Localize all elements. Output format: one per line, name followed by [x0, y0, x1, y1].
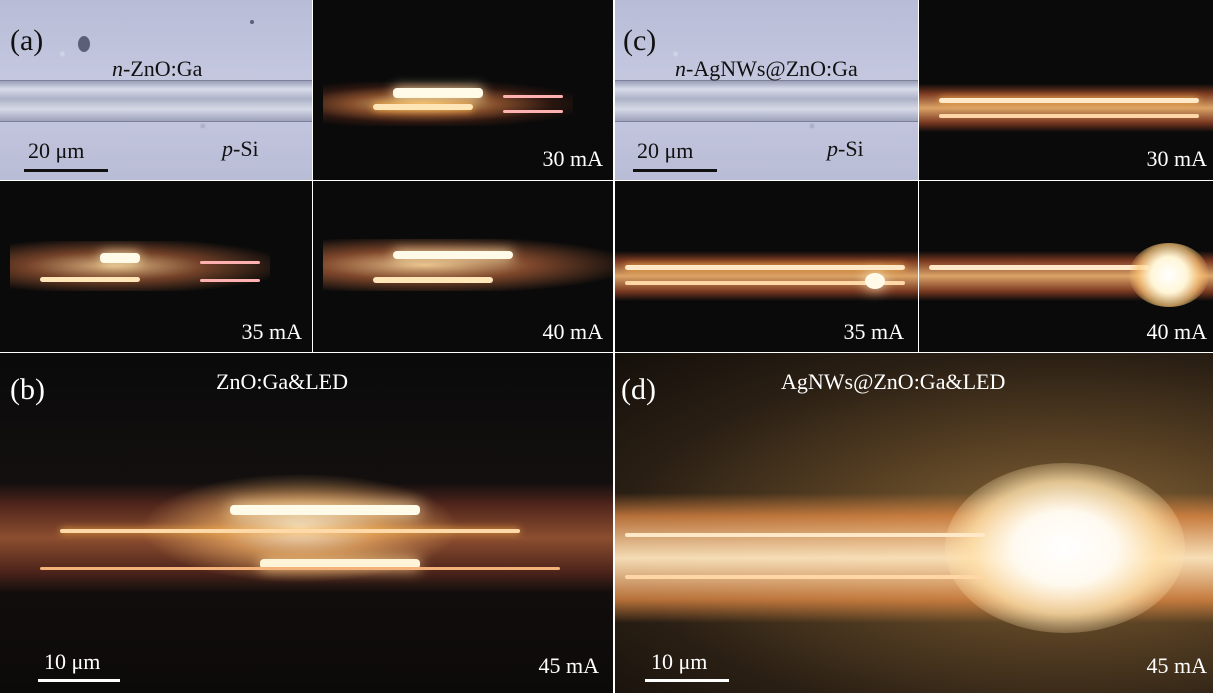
scalebar-d [645, 679, 729, 682]
current-label-c-30: 30 mA [1146, 146, 1208, 171]
substrate-label-a: p-Si [222, 136, 259, 161]
panel-b-image: (b) ZnO:Ga&LED 10 μm 45 mA [0, 353, 613, 693]
scalebar-label-c: 20 μm [637, 138, 694, 163]
panel-title-d: AgNWs@ZnO:Ga&LED [781, 369, 1006, 394]
panel-letter-a: (a) [10, 24, 44, 57]
panel-letter-c: (c) [623, 24, 657, 57]
substrate-label-c: p-Si [827, 136, 864, 161]
nanowire-label-c: n-AgNWs@ZnO:Ga [675, 56, 858, 81]
panel-a-40ma: 40 mA [313, 181, 613, 352]
panel-letter-d: (d) [621, 373, 656, 406]
scalebar-label-d: 10 μm [651, 649, 708, 674]
panel-c-35ma: 35 mA [615, 181, 918, 352]
scalebar-b [38, 679, 120, 682]
nanowire-label-a: n-ZnO:Ga [112, 56, 203, 81]
current-label-a-35: 35 mA [241, 319, 303, 344]
scalebar-label-b: 10 μm [44, 649, 101, 674]
current-label-a-40: 40 mA [542, 319, 604, 344]
panel-a-30ma: 30 mA [313, 0, 613, 180]
panel-a-35ma: 35 mA [0, 181, 312, 352]
current-label-d: 45 mA [1146, 653, 1208, 678]
panel-c-optical-image: (c) n-AgNWs@ZnO:Ga p-Si 20 μm [615, 0, 918, 180]
panel-c-40ma: 40 mA [919, 181, 1213, 352]
current-label-a-30: 30 mA [542, 146, 604, 171]
current-label-c-40: 40 mA [1146, 319, 1208, 344]
panel-title-b: ZnO:Ga&LED [216, 369, 348, 394]
current-label-b: 45 mA [538, 653, 600, 678]
scalebar-c [633, 169, 717, 172]
panel-d-image: (d) AgNWs@ZnO:Ga&LED 10 μm 45 mA [615, 353, 1213, 693]
panel-letter-b: (b) [10, 373, 45, 406]
current-label-c-35: 35 mA [843, 319, 905, 344]
scalebar-label-a: 20 μm [28, 138, 85, 163]
panel-c-30ma: 30 mA [919, 0, 1213, 180]
scalebar-a [24, 169, 108, 172]
nanowire-optical [0, 80, 312, 122]
panel-a-optical-image: (a) n-ZnO:Ga p-Si 20 μm [0, 0, 312, 180]
nanowire-optical [615, 80, 918, 122]
